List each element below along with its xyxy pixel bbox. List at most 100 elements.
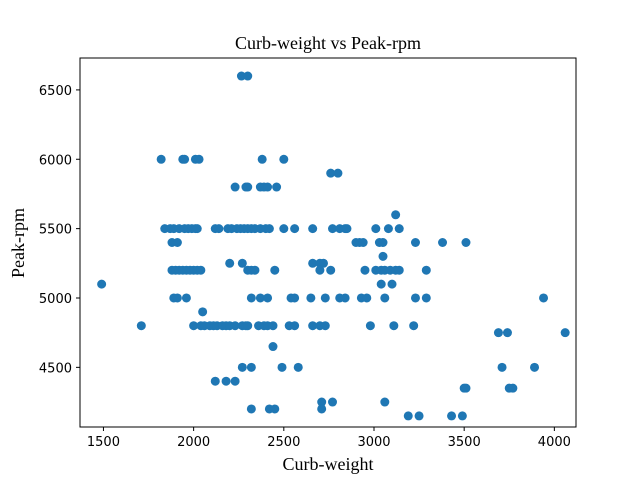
data-point [410,293,420,303]
data-point [328,224,338,234]
data-point [394,265,404,275]
data-point [358,238,368,247]
x-tick-label: 2000 [177,435,210,450]
x-axis: 1500 2000 2500 3000 3500 4000 [87,427,571,450]
data-point [198,307,208,317]
data-point [457,411,467,421]
x-axis-title: Curb-weight [283,454,374,474]
data-point [172,238,182,247]
data-point [290,293,300,303]
data-point [279,224,289,234]
data-point [326,265,336,275]
data-point [156,154,166,164]
points-layer [97,71,570,421]
data-point [409,321,419,331]
chart-title: Curb-weight vs Peak-rpm [235,33,421,53]
data-point [189,321,199,331]
data-point [461,383,471,393]
data-point [237,258,247,268]
data-point [394,224,404,234]
data-point [97,279,107,289]
x-tick-label: 3000 [357,435,390,450]
data-point [317,397,327,407]
y-tick-label: 6000 [39,153,72,168]
data-point [342,224,352,234]
data-point [196,265,206,275]
data-point [530,362,540,372]
data-point [328,397,338,407]
y-tick-label: 6500 [39,84,72,99]
data-point [192,224,202,234]
data-point [493,328,503,338]
data-point [272,182,282,192]
data-point [326,168,336,178]
data-point [414,411,424,421]
data-point [293,362,303,372]
data-point [461,238,471,247]
data-point [221,376,231,386]
data-point [383,224,393,234]
data-point [438,238,448,247]
data-point [257,154,267,164]
data-point [508,383,518,393]
data-point [376,279,386,289]
data-point [502,328,512,338]
data-point [320,321,330,331]
data-point [497,362,507,372]
x-tick-label: 4000 [538,435,571,450]
data-point [246,404,256,414]
data-point [180,154,190,164]
data-point [290,321,300,331]
data-point [308,321,318,331]
data-point [391,210,401,220]
x-tick-label: 1500 [87,435,120,450]
data-point [447,411,457,421]
data-point [317,404,327,414]
y-axis: 4500 5000 5500 6000 6500 [39,84,80,376]
data-point [246,362,256,372]
data-point [403,411,413,421]
data-point [270,404,280,414]
data-point [380,293,390,303]
data-point [410,238,420,247]
data-point [320,293,330,303]
data-point [387,279,397,289]
data-point [214,224,224,234]
data-point [290,224,300,234]
data-point [255,293,265,303]
data-point [378,251,388,261]
data-point [243,321,253,331]
data-point [306,293,316,303]
data-point [318,258,328,268]
y-tick-label: 5000 [39,292,72,307]
data-point [340,293,350,303]
data-point [246,293,256,303]
data-point [263,182,273,192]
data-point [360,265,370,275]
data-point [389,321,399,331]
data-point [333,168,343,178]
data-point [250,265,260,275]
data-point [362,293,372,303]
data-point [230,321,240,331]
data-point [136,321,146,331]
data-point [371,224,381,234]
data-point [225,258,235,268]
plot-area-frame [79,57,577,428]
x-tick-label: 3500 [448,435,481,450]
data-point [194,154,204,164]
data-point [268,321,278,331]
data-point [421,265,431,275]
data-point [263,293,273,303]
data-point [172,293,182,303]
data-point [270,265,280,275]
y-axis-title: Peak-rpm [8,208,28,278]
data-point [268,342,278,352]
data-point [236,71,246,81]
data-point [243,71,253,81]
y-tick-label: 4500 [39,361,72,376]
data-point [210,376,220,386]
data-point [308,258,318,268]
